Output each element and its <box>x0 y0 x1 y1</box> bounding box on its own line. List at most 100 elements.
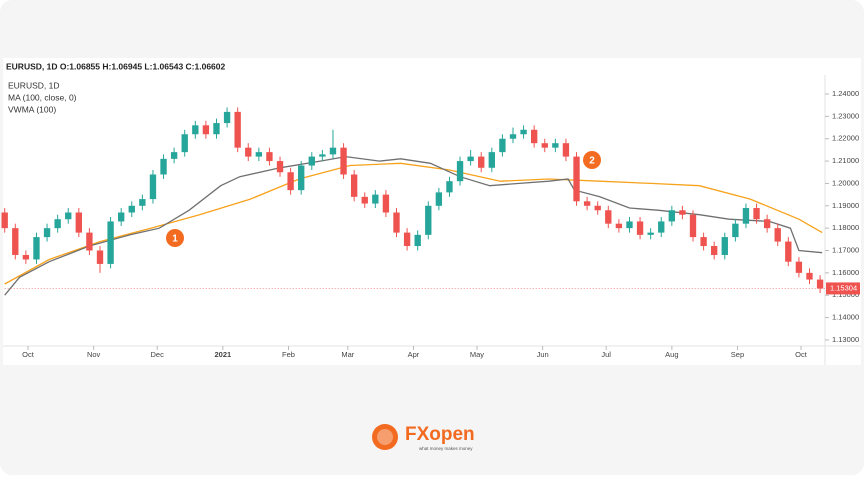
candle-body <box>170 152 178 159</box>
candle-body <box>647 232 654 235</box>
candle-body <box>636 221 644 235</box>
y-tick-label: 1.21000 <box>832 156 859 165</box>
candle-body <box>65 212 72 220</box>
candle-body <box>382 194 390 213</box>
candle-body <box>594 205 601 211</box>
x-tick-label: Apr <box>408 350 420 359</box>
candle-body <box>308 156 315 166</box>
candle-body <box>816 279 824 289</box>
legend-entry: EURUSD, 1D <box>8 80 59 90</box>
candle-body <box>520 129 527 135</box>
x-tick-label: Dec <box>151 350 165 359</box>
candle-body <box>668 210 676 222</box>
candle-body <box>372 194 379 204</box>
candle-body <box>107 221 114 264</box>
candle-body <box>128 205 135 213</box>
x-tick-label: Sep <box>731 350 744 359</box>
candle-body <box>54 219 61 229</box>
candle-body <box>298 165 305 191</box>
candle-body <box>785 241 792 262</box>
annotation-marker <box>583 151 601 169</box>
candle-body <box>255 152 263 157</box>
candle-body <box>340 147 347 175</box>
logo: FXopen what money makes money <box>372 424 475 451</box>
candle-body <box>276 161 284 173</box>
y-tick-label: 1.14000 <box>832 313 859 322</box>
candle-body <box>700 237 707 247</box>
candle-body <box>414 234 421 247</box>
candle-body <box>626 221 633 229</box>
candle-body <box>732 223 739 238</box>
candle-body <box>456 161 464 182</box>
candle-body <box>1 212 8 229</box>
candle-body <box>541 143 548 148</box>
logo-icon-inner <box>377 429 393 445</box>
candle-body <box>192 125 199 135</box>
candle-body <box>319 154 326 157</box>
annotation-label: 1 <box>172 234 178 245</box>
candle-body <box>425 205 432 235</box>
annotation-label: 2 <box>589 156 595 167</box>
overlay-line <box>4 162 823 285</box>
candle-body <box>160 158 167 175</box>
candle-body <box>711 246 718 255</box>
y-tick-label: 1.17000 <box>832 245 859 254</box>
y-tick-label: 1.16000 <box>832 268 859 277</box>
candle-body <box>139 199 146 206</box>
y-tick-label: 1.22000 <box>832 134 859 143</box>
candle-body <box>530 129 538 144</box>
candle-body <box>478 156 485 168</box>
candle-body <box>329 147 337 155</box>
y-tick-label: 1.15000 <box>832 290 859 299</box>
candle-body <box>223 111 231 124</box>
candle-body <box>435 192 443 206</box>
candle-body <box>573 156 580 202</box>
x-tick-label: Nov <box>87 350 101 359</box>
candle-body <box>245 147 252 157</box>
candle-body <box>75 212 83 233</box>
candle-body <box>350 174 358 197</box>
candle-body <box>118 212 125 222</box>
candle-body <box>806 272 813 280</box>
candles <box>1 107 824 293</box>
candle-body <box>552 143 559 148</box>
x-tick-label: Oct <box>22 350 35 359</box>
candle-body <box>721 237 728 255</box>
y-tick-label: 1.20000 <box>832 178 859 187</box>
candle-body <box>202 125 210 135</box>
x-tick-label: Jul <box>601 350 611 359</box>
last-price-label: 1.15304 <box>830 283 857 292</box>
candle-body <box>213 123 220 135</box>
candle-body <box>509 134 517 139</box>
candle-body <box>287 172 294 191</box>
candle-body <box>96 250 104 264</box>
candle-body <box>361 196 368 204</box>
candle-body <box>583 201 591 206</box>
x-tick-label: Feb <box>282 350 295 359</box>
x-tick-label: Jun <box>537 350 549 359</box>
header: EURUSD, 1D O:1.06855 H:1.06945 L:1.06543… <box>6 61 226 71</box>
candle-body <box>403 232 411 247</box>
candle-body <box>658 221 665 233</box>
annotation-marker <box>166 229 184 247</box>
x-tick-label: Oct <box>795 350 808 359</box>
last-price-box <box>826 282 860 295</box>
logo-tagline: what money makes money <box>419 446 473 451</box>
candle-body <box>149 174 157 200</box>
y-tick-label: 1.18000 <box>832 223 859 232</box>
candle-body <box>753 208 760 220</box>
candle-body <box>795 261 803 273</box>
legend-entry: VWMA (100) <box>8 104 56 114</box>
candle-body <box>12 228 19 255</box>
y-tick-label: 1.13000 <box>832 335 859 344</box>
candle-body <box>43 228 51 238</box>
candle-body <box>86 232 93 251</box>
candle-body <box>33 237 40 260</box>
chart-panel <box>3 58 861 365</box>
logo-icon <box>372 424 398 450</box>
candle-body <box>774 228 781 242</box>
y-tick-label: 1.23000 <box>832 111 859 120</box>
candle-body <box>488 152 495 168</box>
legend-entry: MA (100, close, 0) <box>8 92 77 102</box>
candle-body <box>467 156 474 162</box>
